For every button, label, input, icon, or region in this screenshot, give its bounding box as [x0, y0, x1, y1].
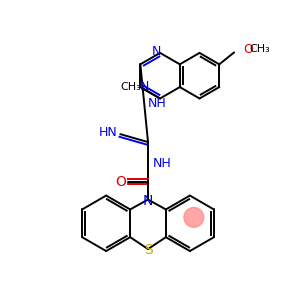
Text: CH₃: CH₃	[121, 82, 141, 92]
Text: S: S	[144, 243, 152, 257]
Text: O: O	[115, 175, 126, 189]
Text: CH₃: CH₃	[250, 44, 270, 54]
Text: O: O	[243, 43, 253, 56]
Text: NH: NH	[148, 97, 166, 110]
Text: N: N	[152, 45, 161, 58]
Text: N: N	[140, 80, 149, 93]
Text: N: N	[143, 194, 153, 208]
Text: NH: NH	[152, 158, 171, 170]
Text: HN: HN	[99, 126, 118, 139]
Circle shape	[184, 208, 204, 227]
